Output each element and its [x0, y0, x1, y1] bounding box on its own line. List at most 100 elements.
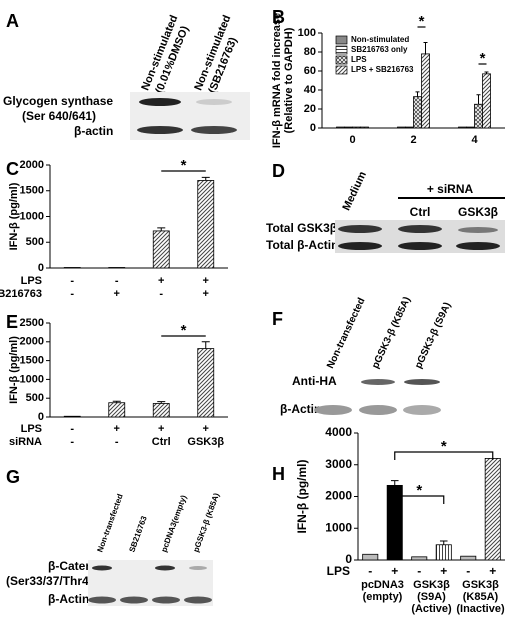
row-label: Total β-Actin	[266, 238, 338, 252]
significance-star: *	[441, 438, 447, 455]
condition-value: +	[203, 423, 209, 435]
condition-value: -	[70, 436, 74, 448]
condition-label: LPS	[21, 275, 42, 287]
bar	[152, 403, 170, 418]
y-tick-label: 1000	[325, 520, 352, 534]
band	[404, 379, 440, 385]
bar	[405, 126, 414, 129]
bar	[63, 267, 81, 269]
y-tick-label: 3000	[325, 457, 352, 471]
legend-swatch	[335, 35, 348, 45]
error-bar	[439, 540, 448, 545]
y-tick-label: 0	[310, 122, 316, 134]
bar	[466, 126, 475, 129]
error-bar	[423, 42, 428, 54]
condition-value: -	[417, 564, 421, 578]
row-label: Glycogen synthase	[3, 94, 113, 108]
group-label: GSK3β	[413, 579, 450, 591]
legend-swatch	[335, 45, 348, 55]
legend-label: Non-stimulated	[351, 35, 409, 44]
row-label: β-actin	[74, 124, 113, 138]
band	[184, 596, 212, 604]
group-label: (K85A)	[463, 591, 499, 603]
condition-value: +	[158, 275, 164, 287]
condition-value: -	[466, 564, 470, 578]
y-tick-label: 100	[298, 27, 316, 39]
condition-label: LPS	[327, 564, 350, 578]
condition-value: +	[203, 275, 209, 287]
y-tick-label: 80	[304, 46, 316, 58]
legend-label: LPS + SB216763	[351, 65, 414, 74]
condition-value: -	[368, 564, 372, 578]
error-bar	[484, 71, 489, 74]
panel-letter: F	[272, 309, 283, 329]
group-label: (Inactive)	[456, 603, 505, 615]
band	[338, 242, 382, 250]
significance-star: *	[480, 50, 486, 67]
y-axis-label: IFN-β (pg/ml)	[8, 336, 20, 404]
condition-value: -	[70, 423, 74, 435]
y-axis-label: (Relative to GAPDH)	[283, 27, 295, 133]
x-tick-label: 2	[410, 134, 416, 146]
band	[137, 126, 183, 134]
band	[359, 405, 397, 415]
y-tick-label: 1000	[20, 373, 44, 385]
condition-value: -	[115, 436, 119, 448]
error-bar	[201, 341, 210, 349]
y-tick-label: 0	[38, 411, 44, 423]
band	[314, 405, 352, 415]
significance-star: *	[181, 322, 187, 339]
band	[403, 405, 441, 415]
band	[398, 242, 442, 250]
bar	[460, 555, 477, 561]
group-label: GSK3β	[462, 579, 499, 591]
band	[88, 596, 116, 604]
y-axis-label: IFN-β (pg/ml)	[8, 182, 20, 250]
panel-letter: B	[272, 7, 285, 27]
condition-value: -	[159, 288, 163, 300]
y-tick-label: 60	[304, 65, 316, 77]
lane-label: Ctrl	[410, 205, 431, 219]
bar	[108, 402, 126, 418]
y-tick-label: 0	[38, 262, 44, 274]
condition-value: -	[115, 275, 119, 287]
lane-label: GSK3β	[458, 205, 498, 219]
condition-label: LPS	[21, 423, 42, 435]
panel-letter: G	[6, 467, 20, 487]
band	[120, 596, 148, 604]
error-bar	[201, 176, 210, 181]
y-tick-label: 2000	[20, 336, 44, 348]
bar	[413, 96, 422, 129]
bar	[484, 457, 501, 561]
significance-star: *	[416, 482, 422, 499]
row-label: (Ser 640/641)	[22, 109, 96, 123]
group-label: (empty)	[363, 591, 403, 603]
row-label: Total GSK3β	[266, 221, 337, 235]
legend-swatch	[335, 55, 348, 65]
band	[152, 596, 180, 604]
error-bar	[476, 94, 481, 105]
condition-value: +	[114, 288, 120, 300]
significance-star: *	[181, 157, 187, 174]
legend-label: SB216763 only	[351, 45, 408, 54]
blot-panel-d: D Medium + siRNA Ctrl GSK3β Total GSK3β …	[266, 161, 505, 253]
bar	[397, 126, 406, 129]
bar	[336, 126, 345, 129]
panel-letter: A	[6, 11, 19, 31]
bar	[63, 415, 81, 418]
header-label: + siRNA	[427, 182, 474, 196]
y-tick-label: 1500	[20, 185, 44, 197]
significance-star: *	[419, 13, 425, 30]
group-label: pcDNA3	[361, 579, 404, 591]
y-tick-label: 4000	[325, 425, 352, 439]
y-tick-label: 0	[345, 552, 352, 566]
bar	[108, 267, 126, 269]
y-tick-label: 40	[304, 84, 316, 96]
bar	[352, 126, 361, 129]
condition-value: -	[70, 288, 74, 300]
bar	[197, 348, 215, 418]
error-bar	[415, 91, 420, 97]
band	[189, 566, 207, 570]
significance-line	[394, 495, 445, 504]
